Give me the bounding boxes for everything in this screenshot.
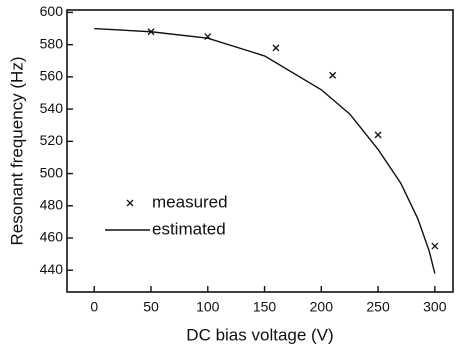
x-tick-label: 250 xyxy=(366,299,390,315)
data-point xyxy=(329,71,337,79)
y-tick-label: 440 xyxy=(40,261,64,277)
x-tick-label: 50 xyxy=(143,299,159,315)
x-axis-label: DC bias voltage (V) xyxy=(186,325,333,344)
data-line xyxy=(94,27,436,274)
plot-frame xyxy=(66,9,454,293)
legend-marker xyxy=(126,199,134,207)
y-tick-label: 560 xyxy=(40,68,64,84)
y-tick-label: 500 xyxy=(40,164,64,180)
x-tick-label: 300 xyxy=(423,299,447,315)
y-tick-label: 460 xyxy=(40,229,64,245)
y-axis-label: Resonant frequency (Hz) xyxy=(7,57,26,246)
legend-label: estimated xyxy=(152,219,226,238)
y-tick-label: 480 xyxy=(40,196,64,212)
x-tick-label: 200 xyxy=(310,299,334,315)
x-tick-label: 150 xyxy=(253,299,277,315)
data-point xyxy=(374,131,382,139)
y-tick-label: 540 xyxy=(40,100,64,116)
y-tick-label: 520 xyxy=(40,132,64,148)
data-point xyxy=(431,242,439,250)
legend-label: measured xyxy=(152,192,228,211)
data-point xyxy=(272,44,280,52)
x-tick-label: 0 xyxy=(90,299,98,315)
y-tick-label: 600 xyxy=(40,3,64,19)
y-tick-label: 580 xyxy=(40,35,64,51)
x-tick-label: 100 xyxy=(196,299,220,315)
